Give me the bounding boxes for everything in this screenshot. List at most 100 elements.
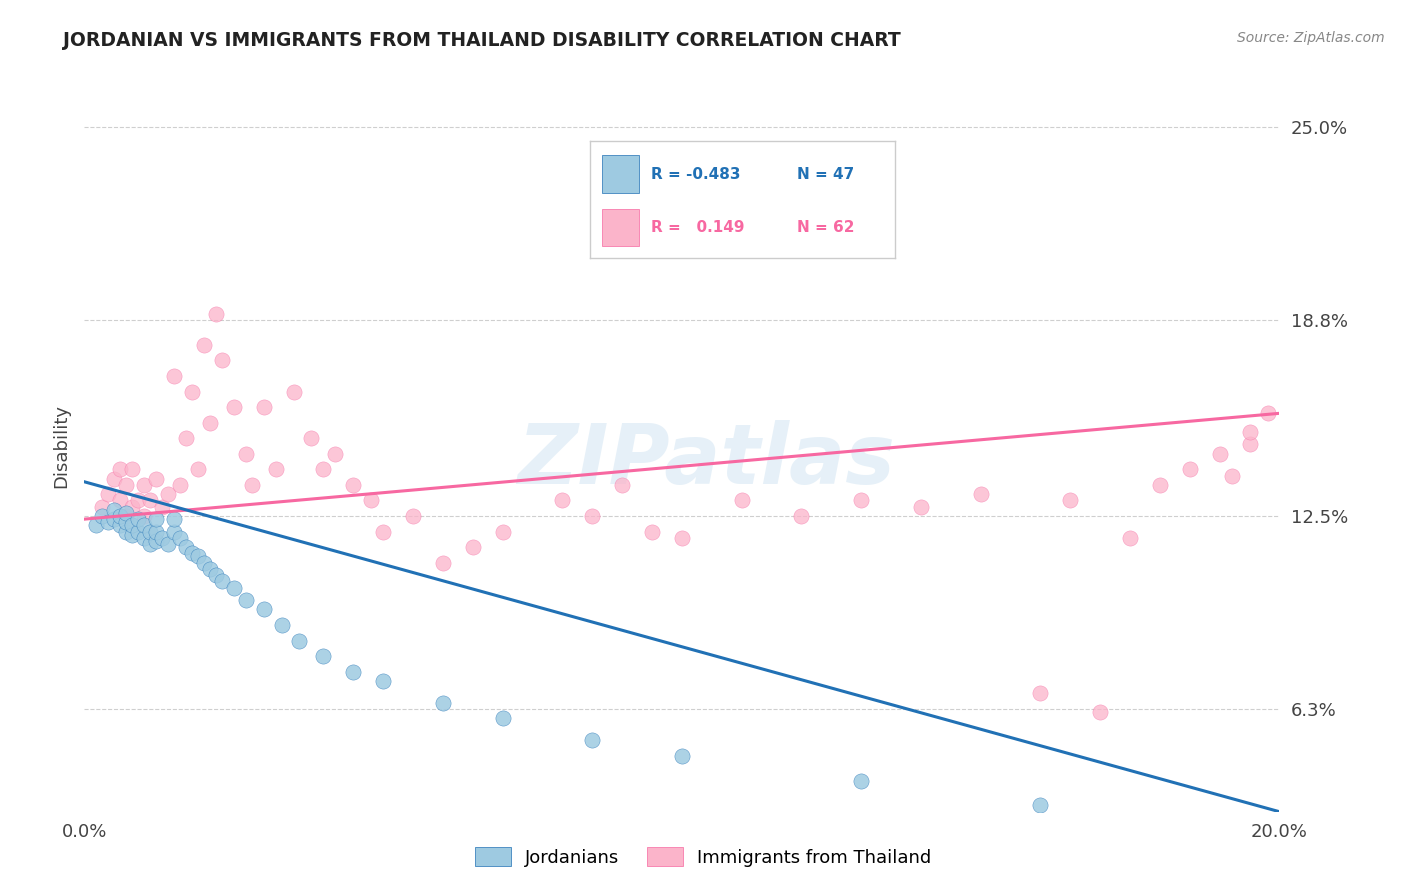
- Point: [132, 531, 156, 545]
- Point: [1178, 462, 1201, 476]
- Point: [211, 353, 233, 368]
- Point: [790, 509, 813, 524]
- Point: [1239, 437, 1261, 451]
- Point: [198, 416, 221, 430]
- Point: [612, 478, 634, 492]
- Point: [115, 506, 138, 520]
- Point: [312, 462, 335, 476]
- Point: [283, 384, 305, 399]
- Point: [198, 562, 221, 576]
- Point: [671, 531, 693, 545]
- Point: [551, 493, 574, 508]
- Point: [174, 431, 197, 445]
- Point: [253, 400, 276, 414]
- Point: [127, 524, 149, 539]
- Point: [205, 568, 228, 582]
- Point: [97, 487, 120, 501]
- Point: [169, 478, 191, 492]
- Point: [193, 556, 215, 570]
- Point: [110, 509, 132, 524]
- Point: [187, 462, 209, 476]
- Point: [264, 462, 287, 476]
- Point: [121, 462, 143, 476]
- Point: [1149, 478, 1171, 492]
- Point: [1119, 531, 1142, 545]
- Point: [103, 512, 125, 526]
- Point: [970, 487, 993, 501]
- Point: [181, 384, 204, 399]
- Point: [181, 546, 204, 560]
- Point: [910, 500, 932, 514]
- Point: [127, 493, 149, 508]
- Point: [145, 533, 167, 548]
- Point: [163, 524, 186, 539]
- Point: [492, 711, 515, 725]
- Point: [139, 493, 162, 508]
- Point: [121, 518, 143, 533]
- Point: [461, 540, 484, 554]
- Point: [115, 478, 138, 492]
- Point: [121, 500, 143, 514]
- Y-axis label: Disability: Disability: [52, 404, 70, 488]
- Point: [132, 478, 156, 492]
- Text: Source: ZipAtlas.com: Source: ZipAtlas.com: [1237, 31, 1385, 45]
- Point: [851, 493, 873, 508]
- Text: ZIPatlas: ZIPatlas: [517, 420, 894, 501]
- Point: [270, 618, 292, 632]
- Point: [312, 649, 335, 664]
- Point: [103, 472, 125, 486]
- Text: R =   0.149: R = 0.149: [651, 220, 744, 235]
- Point: [402, 509, 425, 524]
- Point: [150, 531, 173, 545]
- Point: [174, 540, 197, 554]
- Point: [1220, 468, 1243, 483]
- Point: [222, 400, 245, 414]
- Point: [91, 500, 114, 514]
- Point: [145, 472, 167, 486]
- Point: [211, 574, 233, 589]
- Legend: Jordanians, Immigrants from Thailand: Jordanians, Immigrants from Thailand: [467, 840, 939, 874]
- Point: [163, 368, 186, 383]
- Point: [235, 593, 257, 607]
- Point: [115, 509, 138, 524]
- Point: [115, 515, 138, 529]
- Point: [157, 487, 180, 501]
- Point: [1257, 406, 1279, 420]
- Point: [127, 512, 149, 526]
- Point: [193, 338, 215, 352]
- Point: [205, 307, 228, 321]
- Point: [157, 537, 180, 551]
- Point: [139, 537, 162, 551]
- Point: [235, 447, 257, 461]
- Point: [132, 518, 156, 533]
- Point: [342, 665, 364, 679]
- Point: [240, 478, 263, 492]
- Point: [1029, 798, 1052, 813]
- Point: [132, 509, 156, 524]
- Point: [110, 493, 132, 508]
- Point: [325, 447, 347, 461]
- Point: [1059, 493, 1081, 508]
- Point: [301, 431, 323, 445]
- Point: [150, 500, 173, 514]
- Point: [253, 602, 276, 616]
- Point: [86, 518, 108, 533]
- Text: R = -0.483: R = -0.483: [651, 167, 741, 182]
- Point: [1090, 705, 1112, 719]
- Point: [1029, 686, 1052, 700]
- Point: [581, 509, 603, 524]
- Text: N = 47: N = 47: [797, 167, 855, 182]
- Point: [187, 549, 209, 564]
- Point: [492, 524, 515, 539]
- Point: [110, 518, 132, 533]
- Point: [163, 512, 186, 526]
- Point: [671, 748, 693, 763]
- Point: [103, 503, 125, 517]
- Point: [110, 462, 132, 476]
- Point: [360, 493, 382, 508]
- Bar: [602, 209, 638, 246]
- Text: JORDANIAN VS IMMIGRANTS FROM THAILAND DISABILITY CORRELATION CHART: JORDANIAN VS IMMIGRANTS FROM THAILAND DI…: [63, 31, 901, 50]
- Point: [222, 581, 245, 595]
- Point: [139, 524, 162, 539]
- Text: N = 62: N = 62: [797, 220, 855, 235]
